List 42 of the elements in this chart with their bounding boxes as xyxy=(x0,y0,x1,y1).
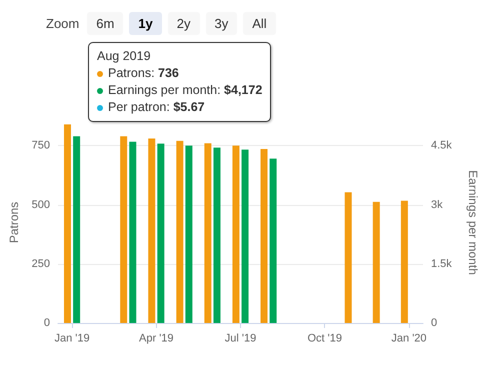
y2-tick-label: 3k xyxy=(431,198,444,211)
y-tick-label: 250 xyxy=(32,258,50,270)
x-tick-label: Jan '20 xyxy=(391,332,427,344)
x-tick-label: Oct '19 xyxy=(307,332,342,344)
y2-tick-label: 0 xyxy=(431,317,438,329)
text: Per patron: $5.67 xyxy=(107,99,206,116)
y-axis-title: Patrons xyxy=(7,202,21,244)
x-tick-label: Apr '19 xyxy=(139,332,174,344)
bar xyxy=(242,150,249,323)
x-tick-label: Jul '19 xyxy=(224,332,256,344)
y2-tick-label: 4.5k xyxy=(431,140,452,152)
text: Zoom xyxy=(46,16,80,31)
bar xyxy=(129,142,136,323)
text: 1y xyxy=(129,12,162,35)
bar xyxy=(400,200,408,323)
bar xyxy=(73,136,80,323)
bar xyxy=(157,144,164,323)
bar xyxy=(148,138,156,323)
y-tick-label: 0 xyxy=(44,317,50,329)
bar xyxy=(120,136,128,323)
bar xyxy=(270,158,277,323)
y-tick-label: 500 xyxy=(32,198,50,211)
bar xyxy=(232,146,240,323)
y-tick-label: 750 xyxy=(32,140,50,152)
text: 2y xyxy=(168,12,200,35)
bar xyxy=(372,202,380,323)
text: 6m xyxy=(87,12,124,35)
text: Patrons: 736 xyxy=(107,65,180,82)
bar xyxy=(176,140,184,323)
bar xyxy=(185,146,192,323)
bar xyxy=(213,148,220,323)
text: Aug 2019 xyxy=(97,48,152,65)
y2-axis-title: Earnings per month xyxy=(466,170,480,275)
bar xyxy=(64,124,71,323)
text: Earnings per month: $4,172 xyxy=(107,82,262,99)
bar xyxy=(204,143,212,323)
text: All xyxy=(243,12,276,35)
y2-tick-label: 1.5k xyxy=(431,258,452,270)
x-tick-label: Jan '19 xyxy=(54,332,90,344)
bar xyxy=(260,148,268,323)
text: 3y xyxy=(206,12,238,35)
bar xyxy=(344,192,352,323)
